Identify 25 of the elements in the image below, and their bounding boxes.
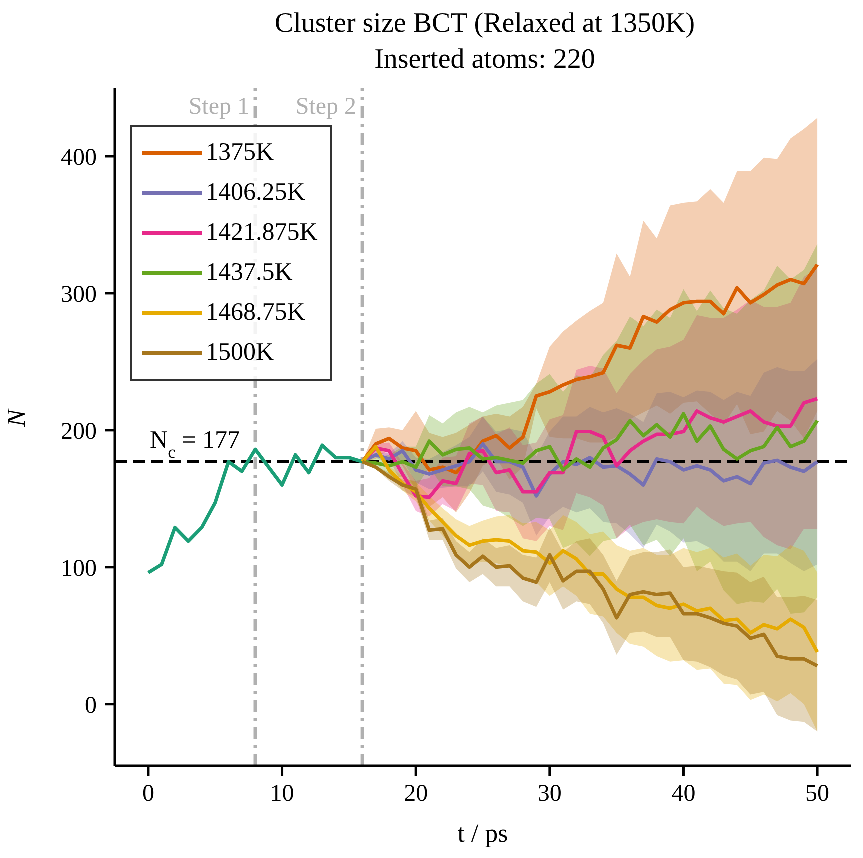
y-axis-title: N bbox=[2, 408, 32, 428]
x-tick-label: 40 bbox=[672, 781, 696, 808]
x-tick-label: 30 bbox=[538, 781, 562, 808]
ref-line-label: Step 2 bbox=[296, 94, 357, 120]
ref-line-label: Step 1 bbox=[188, 94, 250, 120]
y-tick-label: 400 bbox=[61, 145, 97, 172]
x-axis-title: t / ps bbox=[458, 819, 508, 848]
legend-label: 1500K bbox=[206, 339, 274, 367]
chart-subtitle: Inserted atoms: 220 bbox=[374, 44, 596, 76]
legend-label: 1468.75K bbox=[206, 299, 306, 327]
y-tick-label: 100 bbox=[61, 556, 97, 582]
y-tick-label: 0 bbox=[85, 692, 97, 719]
y-tick-label: 200 bbox=[61, 418, 97, 445]
x-tick-label: 0 bbox=[142, 781, 154, 808]
legend-label: 1421.875K bbox=[206, 219, 318, 247]
ref-line-label: N$_{c}$ = 177 bbox=[150, 426, 240, 462]
x-tick-label: 20 bbox=[404, 781, 428, 808]
legend-label: 1406.25K bbox=[206, 179, 306, 207]
chart-title: Cluster size BCT (Relaxed at 1350K) bbox=[274, 8, 696, 40]
legend-label: 1437.5K bbox=[206, 259, 293, 287]
line-series bbox=[360, 262, 820, 475]
x-tick-label: 50 bbox=[806, 781, 830, 808]
y-tick-label: 300 bbox=[61, 282, 97, 308]
legend-label: 1375K bbox=[206, 139, 274, 167]
x-tick-label: 10 bbox=[270, 781, 294, 808]
